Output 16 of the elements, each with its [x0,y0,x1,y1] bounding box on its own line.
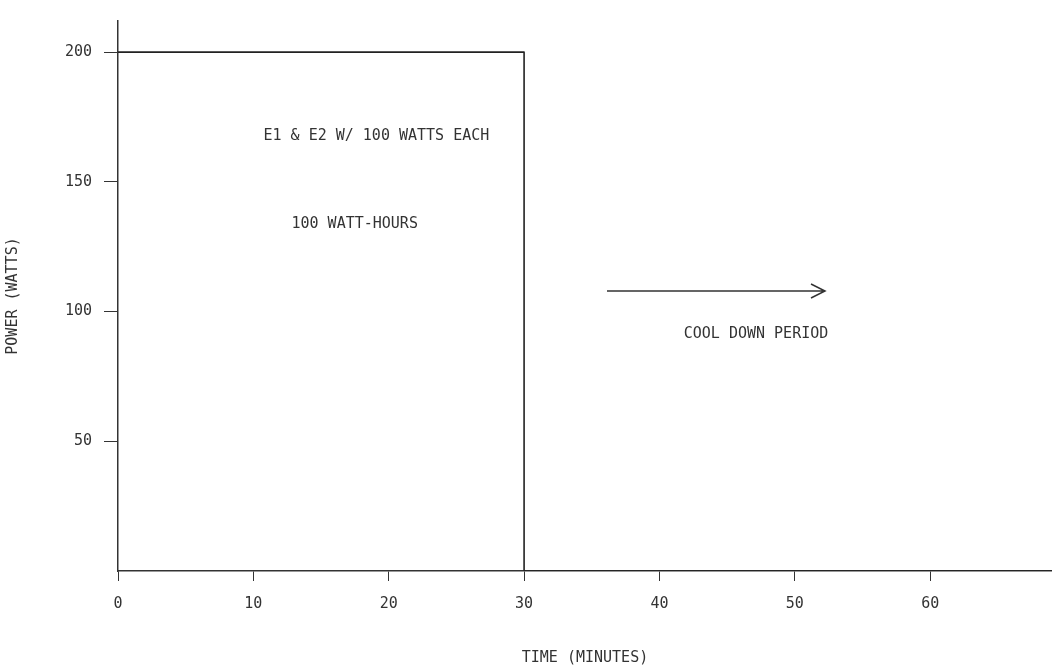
x-tick-label: 0 [113,593,123,612]
annotation: COOL DOWN PERIOD [683,324,829,343]
y-tick-label: 150 [64,171,92,190]
x-tick-label: 30 [515,593,534,612]
x-tick-label: 50 [785,593,804,612]
x-tick-label: 20 [379,593,398,612]
annotation: E1 & E2 W/ 100 WATTS EACH [263,126,490,145]
y-tick-label: 100 [64,301,92,320]
y-axis-title: POWER (WATTS) [2,237,21,355]
x-tick-label: 10 [244,593,263,612]
x-tick-label: 40 [650,593,669,612]
x-axis-title: TIME (MINUTES) [521,647,649,666]
y-tick-label: 200 [64,42,92,61]
y-tick-label: 50 [73,431,92,450]
x-tick-label: 60 [921,593,940,612]
annotation: 100 WATT-HOURS [291,214,418,233]
